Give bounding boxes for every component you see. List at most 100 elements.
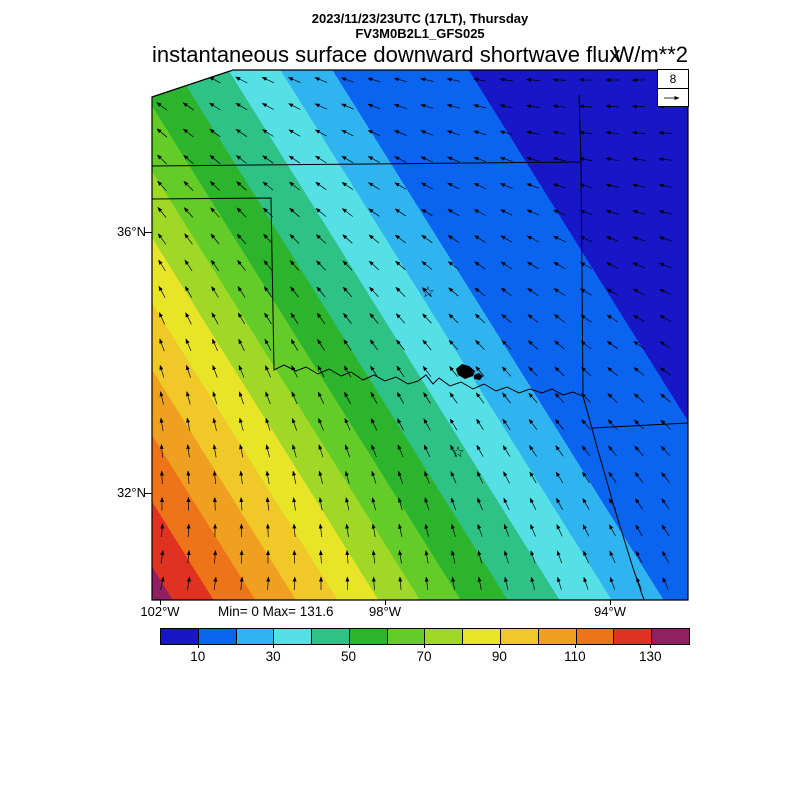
wind-vector-arrow [316,260,326,271]
wind-vector-arrow [368,260,380,271]
wind-vector-arrow [605,209,619,215]
wind-vector-arrow [367,156,380,163]
wind-vector-arrow [473,77,487,82]
wind-vector-arrow [212,470,217,485]
wind-vector-arrow [235,76,248,84]
wind-vector-arrow [449,392,458,404]
wind-vector-arrow [235,102,248,111]
wind-vector-arrow [186,550,191,564]
colorbar-tick-mark [499,644,501,648]
wind-vector-arrow [266,576,271,591]
wind-vector-arrow [501,340,512,350]
wind-vector-arrow [393,77,407,83]
lon-tick-mark [160,600,161,605]
wind-vector-arrow [158,285,166,298]
colorbar-tick-mark [650,644,652,648]
wind-vector-arrow [318,497,323,511]
station-star-marker: ☆ [451,444,464,461]
wind-vector-arrow [553,288,566,296]
wind-vector-arrow [343,365,352,378]
wind-vector-arrow [634,471,644,483]
map-frame [151,69,689,601]
map-overlay: ☆☆ [151,69,689,601]
wind-vector-arrow [499,130,513,136]
wind-vector-arrow [503,523,510,537]
wind-vector-arrow [370,391,378,404]
wind-vector-arrow [448,313,459,324]
wind-vector-arrow [186,576,191,590]
wind-vector-arrow [289,207,300,218]
lake-marker [456,364,475,379]
lon-tick-label: 94°W [594,604,626,619]
wind-vector-arrow [552,183,566,189]
colorbar-cell [614,629,653,644]
wind-vector-arrow [212,364,218,378]
wind-vector-arrow [552,77,567,82]
wind-vector-arrow [344,444,351,458]
wind-vector-arrow [634,419,644,430]
wind-vector-arrow [160,550,165,564]
wind-vector-arrow [398,576,403,591]
wind-vector-arrow [633,341,645,349]
wind-vector-arrow [662,550,669,563]
wind-vector-arrow [582,497,590,510]
wind-vector-arrow [552,130,566,135]
wind-vector-arrow [477,550,483,564]
wind-vector-arrow [527,288,539,296]
wind-vector-arrow [261,103,274,110]
wind-vector-arrow [556,524,563,537]
wind-vector-arrow [292,576,297,591]
wind-vector-arrow [447,235,460,243]
wind-vector-arrow [422,365,432,377]
wind-vector-arrow [583,576,589,590]
wind-vector-arrow [658,130,673,135]
wind-vector-arrow [183,154,194,165]
wind-vector-arrow [500,287,512,297]
wind-vector-arrow [159,470,164,485]
wind-vector-arrow [633,367,645,376]
wind-vector-arrow [632,236,646,242]
wind-vector-arrow [473,104,487,109]
colorbar-cell [538,629,577,644]
wind-vector-arrow [236,233,247,245]
wind-vector-arrow [423,392,431,404]
wind-vector-arrow [394,182,407,190]
wind-vector-arrow [369,286,379,297]
wind-vector-arrow [607,366,618,376]
wind-vector-arrow [315,155,327,164]
colorbar-tick-label: 30 [265,649,281,664]
wind-vector-arrow [344,391,351,404]
wind-vector-arrow [446,104,460,109]
wind-vector-arrow [606,236,619,242]
wind-vector-arrow [500,209,513,216]
lon-tick-label: 98°W [369,604,401,619]
wind-vector-arrow [477,497,483,511]
wind-vector-arrow [208,76,221,84]
wind-vector-arrow [503,471,510,484]
wind-vector-arrow [605,130,619,135]
wind-vector-arrow [605,104,620,109]
flux-contour-fill [152,70,688,600]
wind-vector-arrow [662,577,669,590]
wind-vector-arrow [474,287,486,297]
wind-vector-arrow [318,550,323,564]
wind-vector-arrow [368,208,380,217]
wind-vector-arrow [209,102,221,111]
wind-vector-arrow [530,576,536,590]
wind-vector-arrow [288,77,301,83]
wind-vector-arrow [394,234,406,244]
wind-vector-arrow [289,234,300,244]
wind-vector-arrow [502,445,511,457]
wind-vector-arrow [450,471,457,484]
colorbar-cell [312,629,350,644]
wind-vector-arrow [528,392,538,404]
wind-vector-arrow [341,129,354,137]
wind-vector-arrow [265,470,270,484]
colorbar-tick-mark [574,644,576,648]
wind-vector-arrow [237,259,246,271]
wind-vector-arrow [529,471,537,484]
lat-tick-label: 32°N [116,485,146,500]
plot-units-label: W/m**2 [613,42,688,67]
wind-vector-arrow [371,523,376,537]
wind-vector-arrow [183,207,194,218]
